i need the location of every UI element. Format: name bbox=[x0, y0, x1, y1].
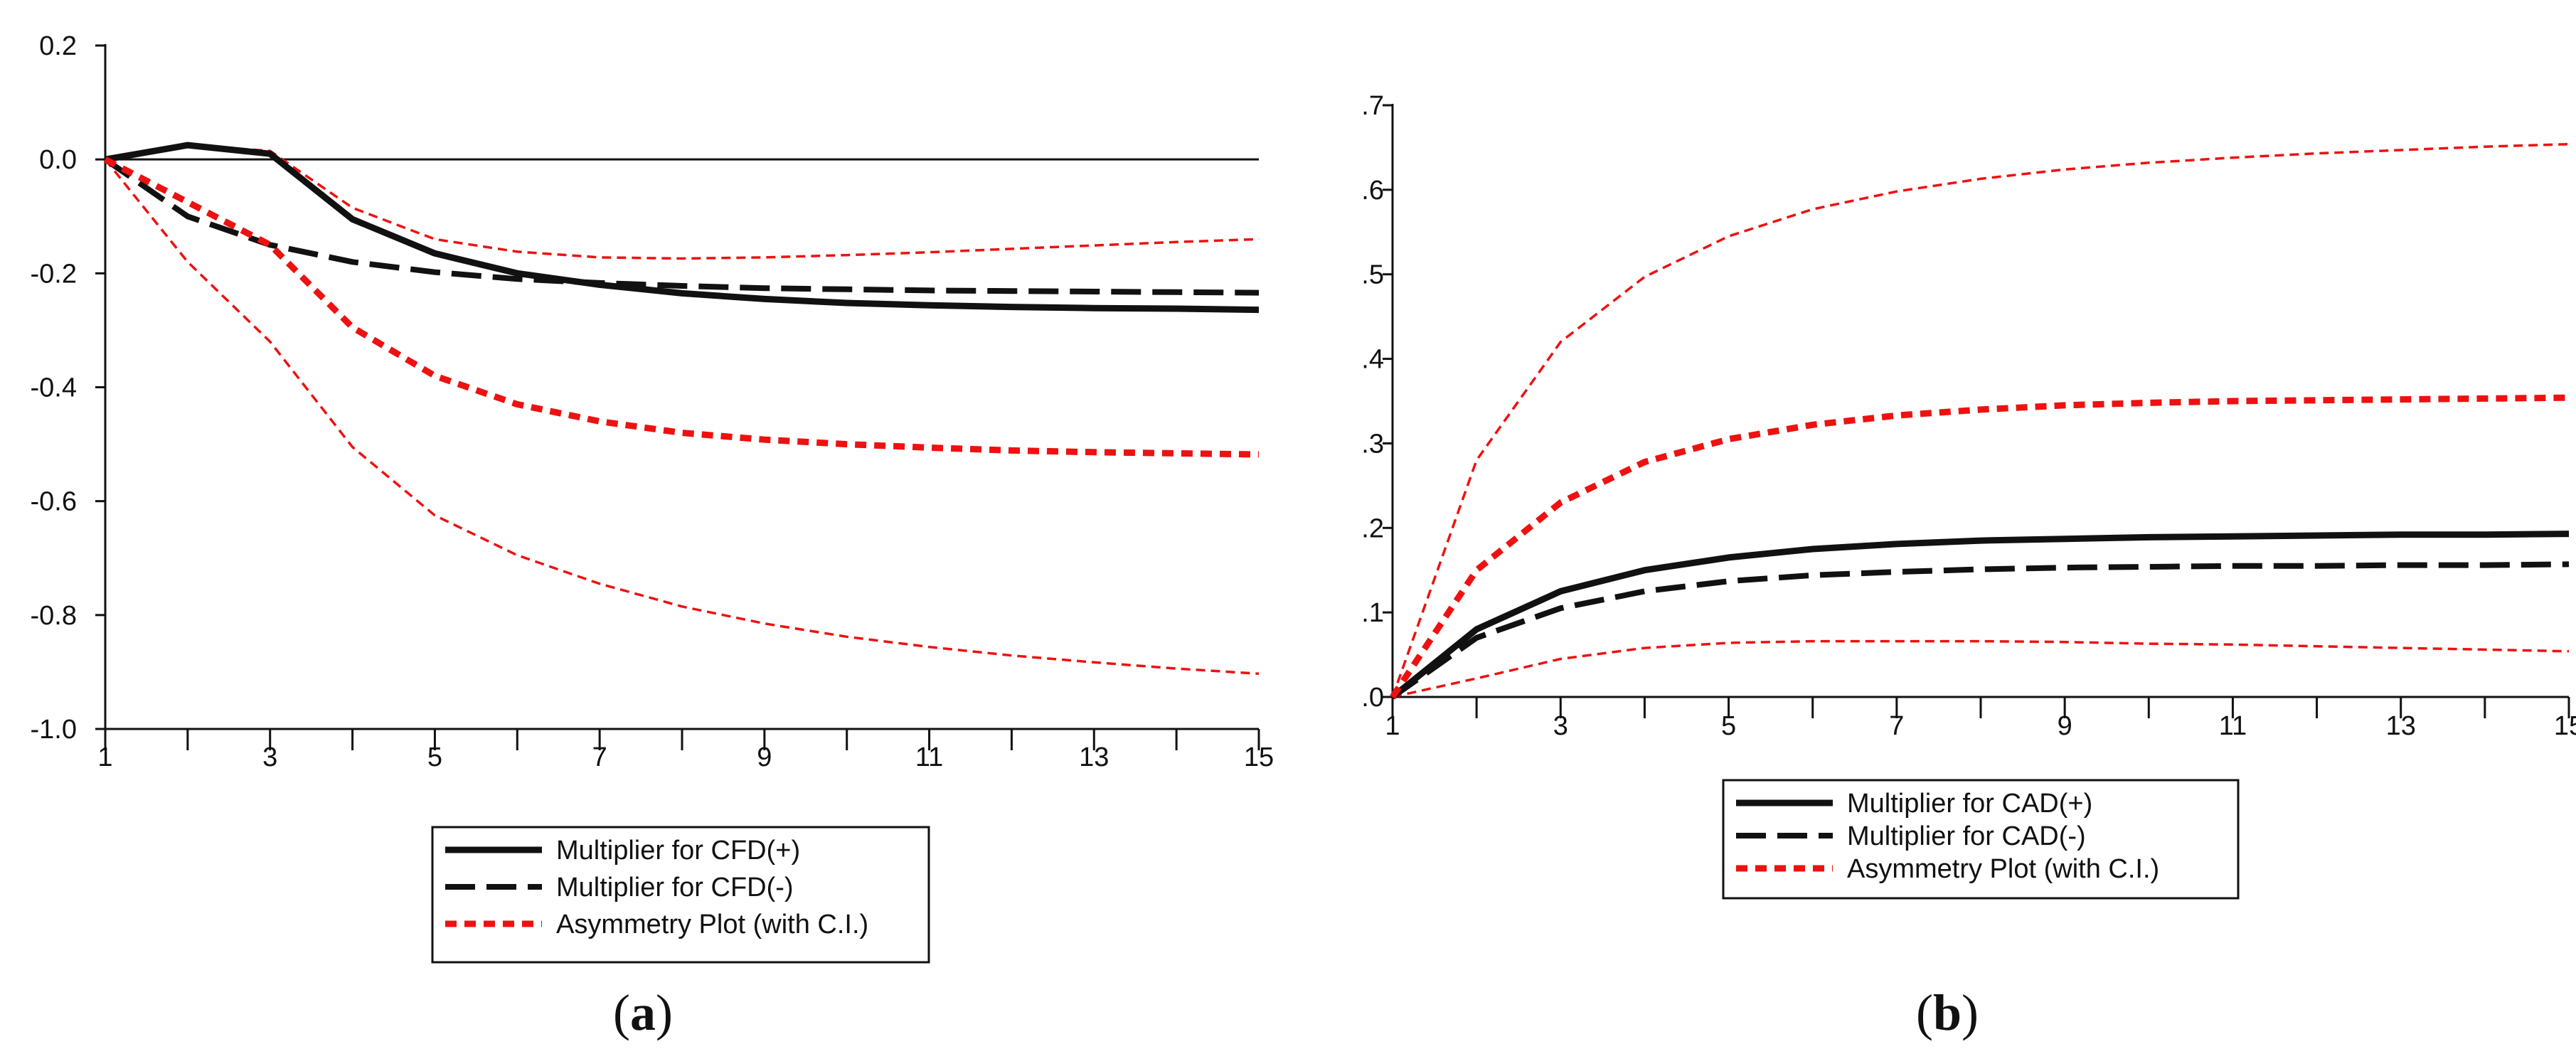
chart-panel-a: 0.20.0-0.2-0.4-0.6-0.8-1.01 3 5 7 9 11 13 15 Mu… bbox=[31, 31, 1274, 1041]
series-line-dashed-black bbox=[1390, 561, 2570, 700]
caption-b: (b) bbox=[1916, 984, 1979, 1041]
series-line-solid-black bbox=[1390, 531, 2570, 700]
y-tick-label: .3 bbox=[1361, 429, 1384, 459]
y-tick-label: .4 bbox=[1361, 345, 1384, 375]
y-tick-label: -1.0 bbox=[31, 715, 77, 745]
legend-label: Multiplier for CAD(+) bbox=[1847, 789, 2092, 819]
legend-label: Multiplier for CAD(-) bbox=[1847, 821, 2086, 851]
y-tick-label: 0.2 bbox=[39, 31, 77, 61]
legend-label: Asymmetry Plot (with C.I.) bbox=[556, 910, 868, 939]
x-tick-label: 7 bbox=[592, 742, 607, 772]
x-tick-label: 9 bbox=[2058, 711, 2072, 741]
x-tick-label: 3 bbox=[262, 742, 277, 772]
x-tick-label: 9 bbox=[757, 742, 772, 772]
x-tick-label: 5 bbox=[1721, 711, 1736, 741]
x-tick-label: 1 bbox=[1385, 711, 1400, 741]
plot-area-a bbox=[104, 44, 1259, 730]
caption-b-open: ( bbox=[1916, 984, 1933, 1041]
series-lines-a bbox=[103, 142, 1260, 676]
legend-label: Asymmetry Plot (with C.I.) bbox=[1847, 854, 2159, 884]
x-tick-label: 1 bbox=[97, 742, 112, 772]
series-line-dashed-black bbox=[103, 156, 1260, 296]
series-line-thin-red bbox=[1391, 142, 2570, 698]
caption-a-letter: a bbox=[630, 984, 656, 1041]
series-line-thin-red bbox=[105, 144, 1260, 260]
x-tick-label: 13 bbox=[2386, 711, 2416, 741]
legend-b: Multiplier for CAD(+)Multiplier for CAD(… bbox=[1722, 779, 2240, 900]
axis-ticks-a: 0.20.0-0.2-0.4-0.6-0.8-1.01 3 5 7 9 11 13 15 bbox=[31, 31, 1274, 772]
legend-label: Multiplier for CFD(+) bbox=[556, 836, 800, 866]
x-tick-label: 11 bbox=[915, 742, 943, 772]
y-tick-label: -0.8 bbox=[31, 601, 77, 631]
caption-b-close: ) bbox=[1962, 984, 1979, 1041]
x-tick-label: 13 bbox=[1079, 742, 1109, 772]
series-line-thin-red bbox=[1392, 639, 2570, 698]
y-tick-label: -0.4 bbox=[31, 373, 77, 403]
x-tick-label: 5 bbox=[427, 742, 442, 772]
plot-area-b bbox=[1391, 104, 2569, 698]
series-line-dotted-red bbox=[1390, 394, 2570, 699]
legend-label: Multiplier for CFD(-) bbox=[556, 873, 794, 902]
caption-b-letter: b bbox=[1933, 984, 1962, 1041]
caption-a-close: ) bbox=[656, 984, 673, 1041]
y-tick-label: -0.6 bbox=[31, 487, 77, 517]
x-tick-label: 11 bbox=[2219, 711, 2247, 741]
y-tick-label: 0.0 bbox=[39, 145, 77, 175]
x-tick-label: 15 bbox=[1244, 742, 1274, 772]
series-line-solid-black bbox=[105, 142, 1260, 314]
x-tick-label: 3 bbox=[1553, 711, 1568, 741]
y-tick-label: .0 bbox=[1361, 683, 1384, 713]
series-line-dotted-red bbox=[103, 156, 1260, 458]
caption-a-open: ( bbox=[613, 984, 630, 1041]
y-tick-label: .6 bbox=[1361, 176, 1384, 206]
y-tick-label: .1 bbox=[1361, 598, 1384, 628]
y-tick-label: -0.2 bbox=[31, 259, 77, 289]
y-tick-label: .5 bbox=[1361, 260, 1384, 290]
y-tick-label: .7 bbox=[1361, 91, 1384, 121]
legend-a: Multiplier for CFD(+) Multiplier for CFD(… bbox=[431, 826, 930, 964]
x-tick-label: 15 bbox=[2554, 711, 2576, 741]
y-tick-label: .2 bbox=[1361, 513, 1384, 543]
caption-a: (a) bbox=[613, 984, 673, 1041]
x-tick-label: 7 bbox=[1889, 711, 1904, 741]
series-line-thin-red bbox=[104, 159, 1260, 676]
series-lines-b bbox=[1390, 142, 2570, 700]
